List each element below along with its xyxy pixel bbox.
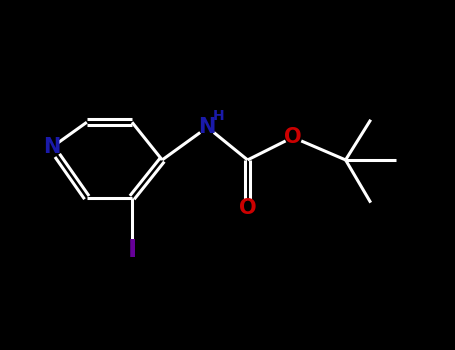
Text: I: I [127,238,136,262]
Text: N: N [43,137,61,158]
Text: O: O [239,198,257,218]
Text: N: N [198,117,215,137]
Text: O: O [284,127,302,147]
Text: H: H [212,109,224,123]
